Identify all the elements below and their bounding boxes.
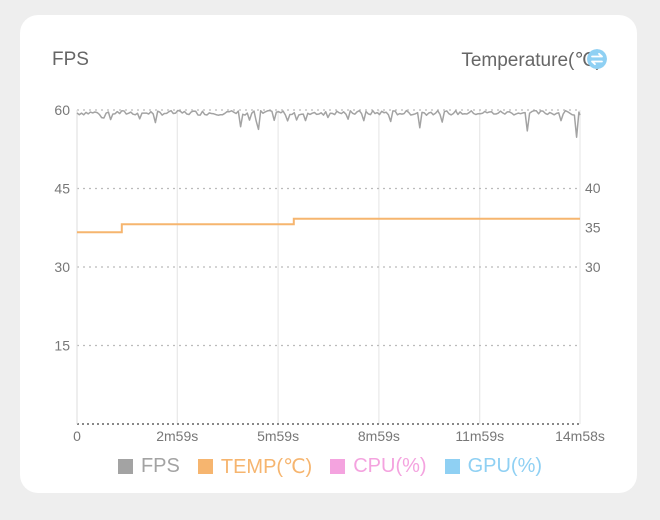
chart-card [20, 15, 637, 493]
y-left-tick-label: 60 [54, 102, 70, 118]
x-tick-label: 14m58s [555, 428, 605, 444]
legend-item-fps[interactable]: FPS [117, 455, 180, 478]
legend-label-gpu: GPU(%) [467, 455, 543, 477]
legend-label-temp: TEMP(℃) [220, 456, 313, 478]
x-tick-label: 5m59s [257, 428, 299, 444]
y-right-tick-label: 40 [585, 180, 601, 196]
grid [76, 109, 581, 425]
x-tick-label: 8m59s [358, 428, 400, 444]
series-line-fps [76, 109, 581, 138]
legend-item-gpu[interactable]: GPU(%) [444, 455, 543, 478]
legend-label-fps: FPS [140, 455, 180, 477]
y-right-tick-label: 35 [585, 220, 601, 236]
y-right-tick-label: 30 [585, 259, 601, 275]
x-tick-label: 11m59s [455, 428, 504, 444]
y-left-tick-label: 15 [54, 338, 70, 354]
legend-swatch-temp [197, 459, 213, 474]
legend-swatch-cpu [330, 459, 346, 474]
axes: 15 30 45 60 30 35 40 0 2m59s 5m59s 8m59s 11m59s 14m5… [54, 102, 604, 444]
series-line-temp [77, 217, 580, 234]
series [76, 109, 581, 234]
y-left-tick-label: 45 [54, 181, 70, 197]
temperature-axis-title: Temperature(℃) [461, 50, 602, 71]
legend-swatch-gpu [444, 459, 460, 474]
legend: FPS TEMP(℃) CPU(%) GPU(%) [0, 454, 660, 479]
legend-swatch-fps [117, 459, 133, 474]
x-tick-label: 2m59s [156, 428, 198, 444]
legend-label-cpu: CPU(%) [353, 455, 427, 477]
x-tick-label: 0 [73, 428, 81, 444]
y-left-tick-label: 30 [54, 259, 70, 275]
swap-arrows-icon[interactable] [587, 49, 607, 69]
legend-item-cpu[interactable]: CPU(%) [330, 455, 427, 478]
legend-item-temp[interactable]: TEMP(℃) [197, 454, 313, 479]
fps-axis-title: FPS [52, 49, 89, 70]
